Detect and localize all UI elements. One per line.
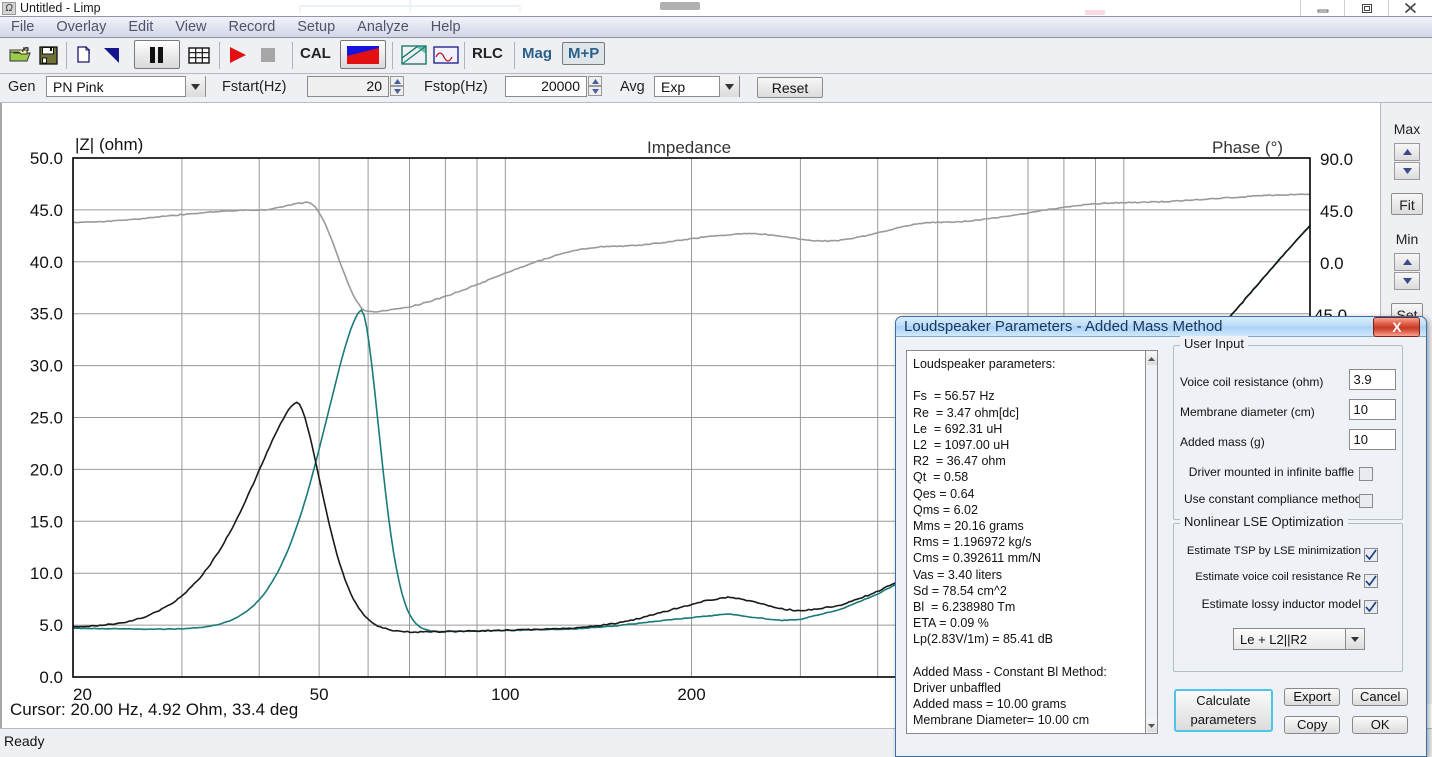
- svg-text:35.0: 35.0: [30, 305, 63, 324]
- svg-text:20.0: 20.0: [30, 460, 63, 479]
- svg-text:15.0: 15.0: [30, 512, 63, 531]
- svg-text:25.0: 25.0: [30, 409, 63, 428]
- svg-text:200: 200: [677, 685, 705, 704]
- svg-text:50.0: 50.0: [30, 149, 63, 168]
- svg-text:100: 100: [491, 685, 519, 704]
- svg-text:10.0: 10.0: [30, 564, 63, 583]
- svg-text:50: 50: [310, 685, 329, 704]
- svg-text:0.0: 0.0: [39, 668, 63, 687]
- svg-text:20: 20: [73, 685, 92, 704]
- svg-text:5.0: 5.0: [39, 616, 63, 635]
- svg-text:40.0: 40.0: [30, 253, 63, 272]
- svg-text:30.0: 30.0: [30, 357, 63, 376]
- svg-text:45.0: 45.0: [30, 201, 63, 220]
